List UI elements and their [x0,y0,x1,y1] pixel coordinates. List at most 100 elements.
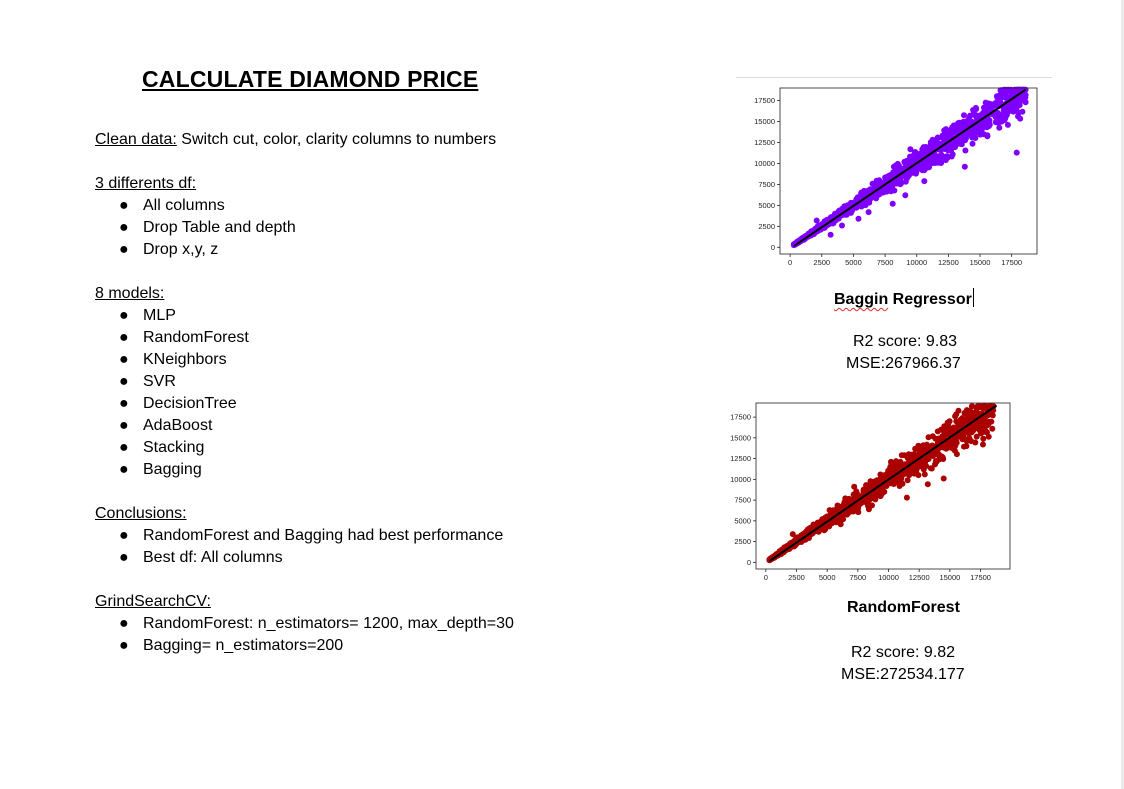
scatter-point [896,483,903,489]
scatter-point [1002,86,1009,93]
scatter-point [947,429,954,436]
gridsearch-heading: GrindSearchCV: [95,593,211,610]
scatter-point [897,472,904,479]
scatter-point [1013,105,1020,112]
model-item: ● MLP [119,307,176,324]
scatter-point [905,173,912,180]
scatter-point [902,192,909,199]
scatter-point [850,508,857,515]
y-tick-label: 15000 [730,433,751,442]
scatter-point [934,436,941,442]
x-tick-label: 15000 [939,573,960,582]
y-tick-label: 0 [771,243,775,252]
x-tick-label: 5000 [845,258,862,267]
scatter-point [962,147,969,154]
scatter-point [826,507,833,514]
scatter-point [942,157,949,164]
bagging-r2-score: R2 score: 9.83 [853,333,958,350]
axes-frame [755,402,1011,570]
scatter-point [940,475,947,482]
models-heading: 8 models: [95,285,165,302]
scatter-point [886,174,893,180]
divider-line [736,77,1052,78]
scatter-point [980,441,986,448]
x-tick-label: 12500 [909,573,930,582]
page-scrollbar-edge[interactable] [1121,0,1124,789]
scatter-point [957,416,964,423]
scatter-point [929,160,936,167]
scatter-point [855,215,862,222]
text-cursor [972,288,974,307]
scatter-point [887,480,894,487]
x-tick-label: 0 [788,258,792,267]
scatter-point [972,130,978,137]
scatter-point [962,131,969,138]
scatter-point [970,425,976,432]
scatter-point [888,458,894,465]
clean-data-label: Clean data: [95,131,177,148]
scatter-point [1003,112,1010,119]
scatter-point [903,494,910,501]
scatter-point [957,126,963,133]
scatter-point [893,462,900,468]
scatter-point [981,428,988,435]
scatter-point [961,163,968,170]
scatter-point [994,95,1001,101]
y-tick-label: 12500 [730,454,751,463]
scatter-point [973,106,980,112]
scatter-point [961,121,968,128]
y-tick-label: 10000 [754,159,775,168]
model-item: ● Stacking [119,439,205,456]
dfs-heading: 3 differents df: [95,175,197,192]
scatter-point [865,506,872,513]
scatter-point [907,146,914,153]
x-tick-label: 2500 [788,573,805,582]
scatter-point [980,435,987,442]
scatter-point [966,437,973,443]
fit-line [793,88,1027,247]
scatter-point [925,434,932,441]
scatter-point [1001,117,1008,124]
clean-data-line: Clean data: Switch cut, color, clarity c… [95,131,496,149]
y-tick-label: 2500 [758,222,775,231]
x-tick-label: 15000 [970,258,991,267]
dfs-item: ● Drop x,y, z [119,241,219,258]
gridsearch-item: ● Bagging= n_estimators=200 [119,637,344,654]
scatter-point [921,178,928,185]
scatter-point [1019,108,1026,115]
scatter-point [953,439,960,446]
model-item: ● DecisionTree [119,395,237,412]
model-item: ● AdaBoost [119,417,213,434]
scatter-point [933,458,940,465]
scatter-point [906,161,912,167]
scatter-point [973,433,980,440]
scatter-point [890,169,897,176]
scatter-point [985,123,992,130]
scatter-point [1015,113,1021,120]
x-tick-label: 0 [764,573,768,582]
scatter-point [873,479,880,486]
scatter-point [955,432,962,439]
scatter-point [955,407,962,414]
gridsearch-item: ● RandomForest: n_estimators= 1200, max_d… [119,615,514,632]
scatter-point [934,159,940,166]
scatter-point [981,107,988,114]
y-tick-label: 5000 [758,201,775,210]
model-item: ● RandomForest [119,329,249,346]
scatter-point [941,433,948,440]
scatter-point [908,468,915,474]
scatter-point [854,196,861,203]
scatter-point [1021,97,1028,104]
scatter-point [865,209,872,216]
scatter-point [837,521,844,528]
scatter-point [954,139,961,146]
scatter-point [890,163,897,170]
scatter-point [839,222,845,229]
x-tick-label: 5000 [819,573,836,582]
scatter-point [906,456,913,463]
scatter-point [976,123,983,129]
x-tick-label: 10000 [878,573,899,582]
scatter-point [846,499,853,506]
scatter-point [925,155,932,162]
